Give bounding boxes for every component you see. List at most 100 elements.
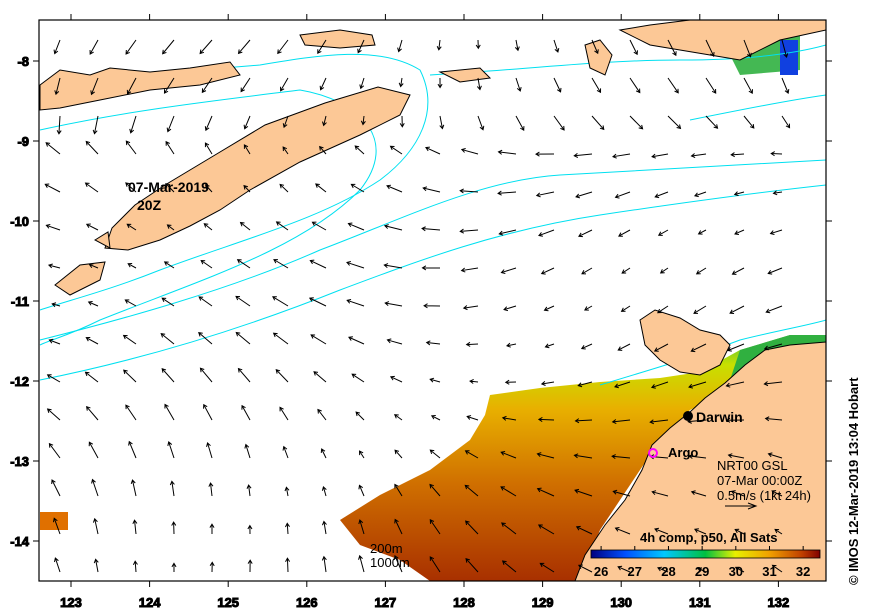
current-arrow [125, 182, 137, 193]
current-arrow [501, 415, 517, 421]
current-arrow [164, 403, 175, 421]
current-arrow [285, 557, 291, 573]
current-arrow [743, 115, 755, 129]
current-arrow [282, 115, 289, 129]
argo-float-marker [648, 448, 658, 458]
current-arrow [47, 263, 61, 269]
current-arrow [429, 519, 441, 535]
current-arrow [243, 115, 251, 130]
current-arrow [206, 442, 213, 459]
city-label-darwin: Darwin [696, 409, 743, 425]
current-arrow [198, 296, 213, 307]
current-arrow [320, 448, 327, 459]
current-arrow [389, 145, 403, 155]
current-arrow [52, 517, 61, 535]
current-arrow [429, 449, 441, 459]
current-arrow [612, 153, 631, 159]
scale-label: 0.5m/s (1kt 24h) [717, 488, 811, 503]
current-arrow [425, 146, 441, 155]
timor-island [104, 86, 411, 251]
current-arrow [770, 151, 783, 157]
current-arrow [317, 408, 327, 421]
current-arrow [171, 562, 177, 573]
current-arrow [693, 305, 707, 314]
current-arrow [573, 453, 593, 459]
x-tick-label: 124 [139, 595, 161, 610]
current-arrow [241, 404, 251, 421]
current-arrow [45, 142, 61, 155]
current-arrow [690, 490, 707, 497]
current-arrow [51, 479, 61, 497]
current-arrow [165, 140, 175, 155]
current-arrow [272, 296, 289, 307]
current-arrow [171, 521, 177, 535]
current-arrow [688, 453, 707, 459]
current-arrow [537, 524, 555, 535]
current-arrow [358, 554, 365, 573]
current-arrow [781, 39, 789, 59]
current-arrow [167, 441, 175, 459]
current-arrow [162, 39, 175, 55]
current-arrow [308, 297, 327, 307]
current-arrow [129, 115, 137, 134]
current-arrow [386, 338, 403, 345]
current-arrow [629, 39, 638, 56]
current-arrow [310, 334, 327, 345]
current-arrow [321, 115, 327, 127]
current-arrow [650, 381, 669, 389]
current-arrow [399, 115, 405, 128]
current-arrow [693, 191, 707, 198]
current-arrow [317, 39, 327, 55]
colorbar [590, 549, 821, 559]
current-arrow [694, 528, 707, 535]
current-arrow [500, 486, 517, 497]
current-arrow [46, 408, 61, 421]
current-arrow [421, 226, 441, 232]
x-tick-label: 125 [217, 595, 239, 610]
current-arrow [244, 443, 251, 459]
current-arrow [690, 343, 707, 353]
current-arrow [575, 191, 593, 199]
current-arrow [393, 554, 403, 573]
argo-label: Argo [668, 445, 698, 460]
current-arrow [282, 445, 289, 459]
tiwi-islands [639, 309, 731, 376]
current-arrow [200, 259, 213, 269]
current-arrow [359, 77, 365, 90]
scale-arrow [725, 502, 758, 510]
current-arrow [581, 267, 593, 275]
current-arrow [397, 39, 403, 53]
current-arrow [460, 147, 479, 155]
current-arrow [591, 39, 599, 55]
current-arrow [273, 259, 289, 269]
current-arrow [765, 305, 783, 314]
current-arrow [767, 452, 783, 459]
current-arrow [90, 77, 99, 96]
current-arrow [125, 404, 137, 421]
current-arrow [347, 222, 365, 231]
current-arrow [690, 153, 707, 159]
current-arrow [166, 224, 175, 231]
current-arrow [500, 451, 517, 459]
current-arrow [125, 140, 137, 155]
current-arrow [84, 371, 99, 383]
current-arrow [591, 77, 602, 94]
current-arrow [580, 343, 593, 350]
current-arrow [464, 450, 479, 459]
current-arrow [514, 39, 520, 52]
current-arrow [237, 39, 251, 55]
y-tick-label: -14 [10, 534, 30, 549]
current-arrow [85, 336, 99, 345]
current-arrow [198, 331, 213, 345]
current-arrow [574, 488, 593, 497]
current-arrow [667, 77, 679, 94]
current-arrow [553, 77, 562, 93]
current-arrow [621, 267, 631, 274]
x-tick-label: 127 [375, 595, 397, 610]
current-arrow [544, 343, 555, 349]
current-arrow [649, 419, 669, 425]
date-label: 07-Mar-2019 [128, 179, 209, 195]
current-arrow [651, 490, 669, 497]
x-tick-label: 130 [610, 595, 632, 610]
current-arrow [209, 523, 215, 535]
